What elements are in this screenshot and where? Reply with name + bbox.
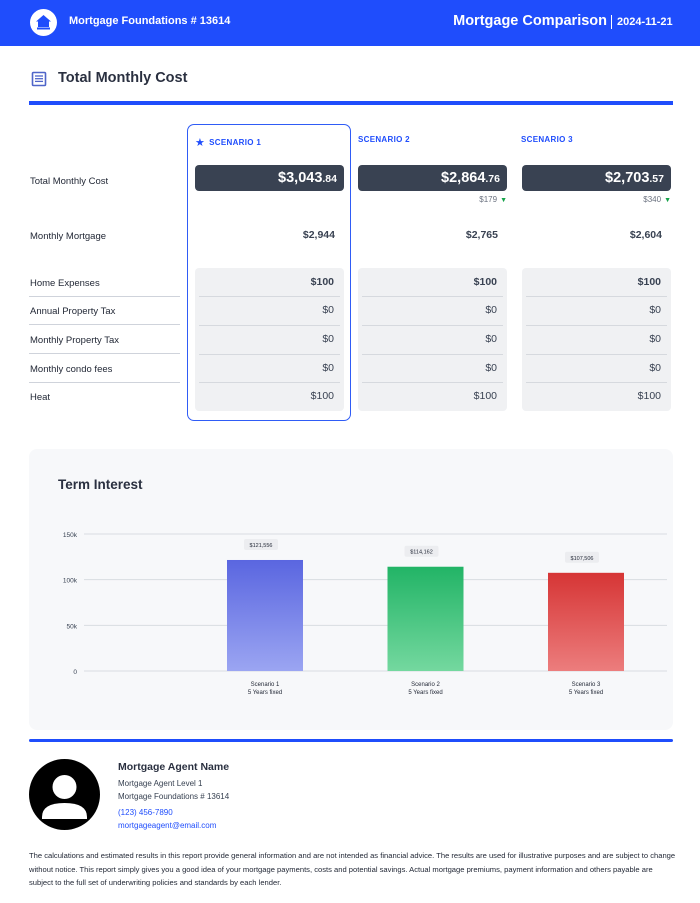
down-arrow-icon: ▼ bbox=[500, 197, 507, 204]
expense-value: $0 bbox=[322, 304, 334, 316]
expense-value: $100 bbox=[473, 390, 497, 402]
row-label-home-expenses: Home Expenses bbox=[30, 278, 100, 289]
expense-divider bbox=[199, 325, 340, 326]
expense-value: $0 bbox=[322, 333, 334, 345]
x-category-label: Scenario 3 bbox=[572, 682, 601, 688]
row-label-annual-property-tax: Annual Property Tax bbox=[30, 306, 116, 317]
value-label: $107,506 bbox=[571, 556, 594, 562]
x-category-label: Scenario 1 bbox=[251, 682, 280, 688]
x-category-sublabel: 5 Years fixed bbox=[569, 690, 603, 696]
section-title: Total Monthly Cost bbox=[58, 70, 188, 86]
top-header: Mortgage Foundations # 13614 Mortgage Co… bbox=[0, 0, 700, 46]
scenario-2-total: $2,864.76 bbox=[358, 165, 507, 191]
label-divider bbox=[29, 353, 180, 354]
value-label-bg bbox=[565, 551, 599, 563]
expense-divider bbox=[199, 296, 340, 297]
y-tick-label: 100k bbox=[63, 578, 78, 585]
agent-company: Mortgage Foundations # 13614 bbox=[118, 792, 230, 801]
agent-divider bbox=[29, 739, 673, 742]
expense-divider bbox=[526, 296, 667, 297]
row-label-mortgage: Monthly Mortgage bbox=[30, 231, 107, 242]
expense-divider bbox=[362, 296, 503, 297]
scenario-2-savings: $179 ▼ bbox=[479, 195, 507, 204]
scenario-2-expenses: $100 $0 $0 $0 $100 bbox=[358, 268, 507, 411]
chart-title: Term Interest bbox=[58, 477, 143, 492]
y-tick-label: 50k bbox=[67, 623, 78, 630]
document-list-icon bbox=[31, 71, 47, 92]
row-label-total: Total Monthly Cost bbox=[30, 176, 109, 187]
row-label-heat: Heat bbox=[30, 392, 51, 403]
bar-2 bbox=[387, 566, 464, 671]
scenario-3-total: $2,703.57 bbox=[522, 165, 671, 191]
expense-value: $0 bbox=[322, 362, 334, 374]
value-label-bg bbox=[404, 545, 439, 557]
expense-divider bbox=[362, 382, 503, 383]
x-category-sublabel: 5 Years fixed bbox=[248, 690, 282, 696]
document-date: 2024-11-21 bbox=[617, 16, 673, 28]
expense-value: $0 bbox=[485, 304, 497, 316]
scenario-1-total: $3,043.84 bbox=[195, 165, 344, 191]
value-label: $114,162 bbox=[410, 550, 433, 556]
selected-scenario-highlight bbox=[187, 124, 351, 421]
bar-3 bbox=[548, 572, 624, 671]
scenario-1-mortgage: $2,944 bbox=[302, 229, 335, 241]
label-divider bbox=[29, 324, 180, 325]
expense-value: $0 bbox=[649, 304, 661, 316]
user-avatar-icon bbox=[29, 759, 100, 830]
agent-email-link[interactable]: mortgageagent@email.com bbox=[118, 821, 217, 830]
scenario-3-savings: $340 ▼ bbox=[643, 195, 671, 204]
scenario-2-mortgage: $2,765 bbox=[465, 229, 498, 241]
expense-divider bbox=[526, 382, 667, 383]
house-logo-icon bbox=[30, 9, 57, 36]
expense-value: $100 bbox=[310, 276, 334, 288]
agent-level: Mortgage Agent Level 1 bbox=[118, 779, 203, 788]
y-tick-label: 150k bbox=[63, 532, 78, 539]
expense-divider bbox=[526, 354, 667, 355]
disclaimer-text: The calculations and estimated results i… bbox=[29, 851, 676, 887]
expense-divider bbox=[199, 382, 340, 383]
bar-1 bbox=[227, 559, 303, 671]
label-divider bbox=[29, 382, 180, 383]
title-separator bbox=[611, 15, 612, 29]
value-label: $121,556 bbox=[250, 543, 273, 549]
value-label-bg bbox=[244, 538, 278, 550]
expense-value: $100 bbox=[637, 390, 661, 402]
down-arrow-icon: ▼ bbox=[664, 197, 671, 204]
expense-divider bbox=[362, 325, 503, 326]
expense-divider bbox=[362, 354, 503, 355]
row-label-condo-fees: Monthly condo fees bbox=[30, 364, 113, 375]
document-title: Mortgage Comparison bbox=[453, 13, 607, 29]
star-icon: ★ bbox=[195, 137, 206, 149]
y-tick-label: 0 bbox=[73, 669, 77, 676]
scenario-3-header: SCENARIO 3 bbox=[521, 135, 573, 144]
expense-divider bbox=[526, 325, 667, 326]
scenario-2-header: SCENARIO 2 bbox=[358, 135, 410, 144]
expense-divider bbox=[199, 354, 340, 355]
section-divider bbox=[29, 101, 673, 105]
scenario-1-expenses: $100 $0 $0 $0 $100 bbox=[195, 268, 344, 411]
row-label-monthly-property-tax: Monthly Property Tax bbox=[30, 335, 120, 346]
x-category-sublabel: 5 Years fixed bbox=[408, 690, 442, 696]
expense-value: $100 bbox=[310, 390, 334, 402]
expense-value: $100 bbox=[637, 276, 661, 288]
agent-name: Mortgage Agent Name bbox=[118, 761, 230, 773]
expense-value: $0 bbox=[649, 333, 661, 345]
brand-name: Mortgage Foundations # 13614 bbox=[69, 15, 231, 27]
label-divider bbox=[29, 296, 180, 297]
expense-value: $100 bbox=[473, 276, 497, 288]
agent-phone-link[interactable]: (123) 456-7890 bbox=[118, 808, 173, 817]
expense-value: $0 bbox=[649, 362, 661, 374]
term-interest-card: Term Interest 0 50k 100k 150k $121,556 Scenar… bbox=[29, 449, 673, 730]
term-interest-chart: 0 50k 100k 150k $121,556 Scenario 1 5 Years fi… bbox=[63, 532, 667, 696]
scenario-3-mortgage: $2,604 bbox=[629, 229, 662, 241]
scenario-1-header: ★ SCENARIO 1 bbox=[195, 137, 262, 149]
expense-value: $0 bbox=[485, 362, 497, 374]
x-category-label: Scenario 2 bbox=[411, 682, 440, 688]
scenario-3-expenses: $100 $0 $0 $0 $100 bbox=[522, 268, 671, 411]
expense-value: $0 bbox=[485, 333, 497, 345]
